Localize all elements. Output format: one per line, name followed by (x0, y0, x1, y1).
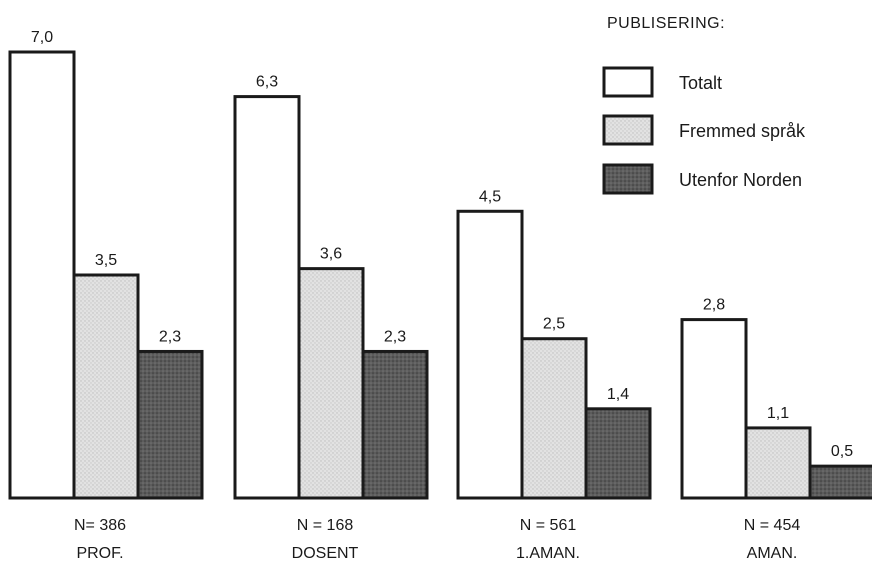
legend-label: Fremmed språk (679, 121, 806, 141)
bar-fremmed-spr-k-dosent (297, 267, 365, 500)
bar-fremmed-spr-k-aman (744, 426, 812, 500)
bar-totalt-prof (8, 50, 76, 500)
bar-group-aman: 2,8 1,1 0,5 N = 454 AMAN. (680, 297, 872, 562)
value-label: 0,5 (831, 443, 853, 460)
value-label: 1,1 (767, 405, 789, 422)
bar-fremmed-spr-k-1-aman (520, 337, 588, 500)
n-label: N = 168 (297, 517, 354, 534)
bar-fremmed-spr-k-prof (72, 273, 140, 500)
bar-totalt-aman (680, 318, 748, 500)
bar-utenfor-norden-aman (808, 464, 872, 500)
bar-group-dosent: 6,3 3,6 2,3 N = 168 DOSENT (233, 74, 429, 562)
category-label: 1.AMAN. (516, 545, 580, 562)
n-label: N= 386 (74, 517, 126, 534)
value-label: 6,3 (256, 74, 278, 91)
bar-totalt-dosent (233, 95, 301, 500)
bar-totalt-1-aman (456, 209, 524, 500)
legend-swatch-totalt (602, 66, 654, 98)
value-label: 2,3 (384, 328, 406, 345)
value-label: 2,3 (159, 328, 181, 345)
n-label: N = 454 (744, 517, 801, 534)
value-label: 2,5 (543, 316, 565, 333)
bar-utenfor-norden-1-aman (584, 407, 652, 500)
legend-swatch-fremmed-spr-k (602, 114, 654, 146)
legend-swatch-utenfor-norden (602, 163, 654, 195)
category-label: AMAN. (747, 545, 798, 562)
bar-utenfor-norden-dosent (361, 349, 429, 500)
category-label: PROF. (76, 545, 123, 562)
legend-label: Totalt (679, 73, 722, 93)
value-label: 2,8 (703, 297, 725, 314)
n-label: N = 561 (520, 517, 577, 534)
value-label: 3,5 (95, 252, 117, 269)
value-label: 3,6 (320, 246, 342, 263)
category-label: DOSENT (292, 545, 359, 562)
value-label: 4,5 (479, 188, 501, 205)
bar-utenfor-norden-prof (136, 349, 204, 500)
bar-group-1-aman: 4,5 2,5 1,4 N = 561 1.AMAN. (456, 188, 652, 562)
legend-title: PUBLISERING: (607, 15, 725, 32)
value-label: 7,0 (31, 29, 53, 46)
bar-group-prof: 7,0 3,5 2,3 N= 386 PROF. (8, 29, 204, 562)
value-label: 1,4 (607, 386, 629, 403)
bars-layer: 7,0 3,5 2,3 N= 386 PROF. 6,3 3,6 2,3 N = 168 DOSE… (8, 29, 872, 562)
legend-label: Utenfor Norden (679, 170, 802, 190)
legend: PUBLISERING: Totalt Fremmed språk Utenfor … (602, 15, 806, 195)
